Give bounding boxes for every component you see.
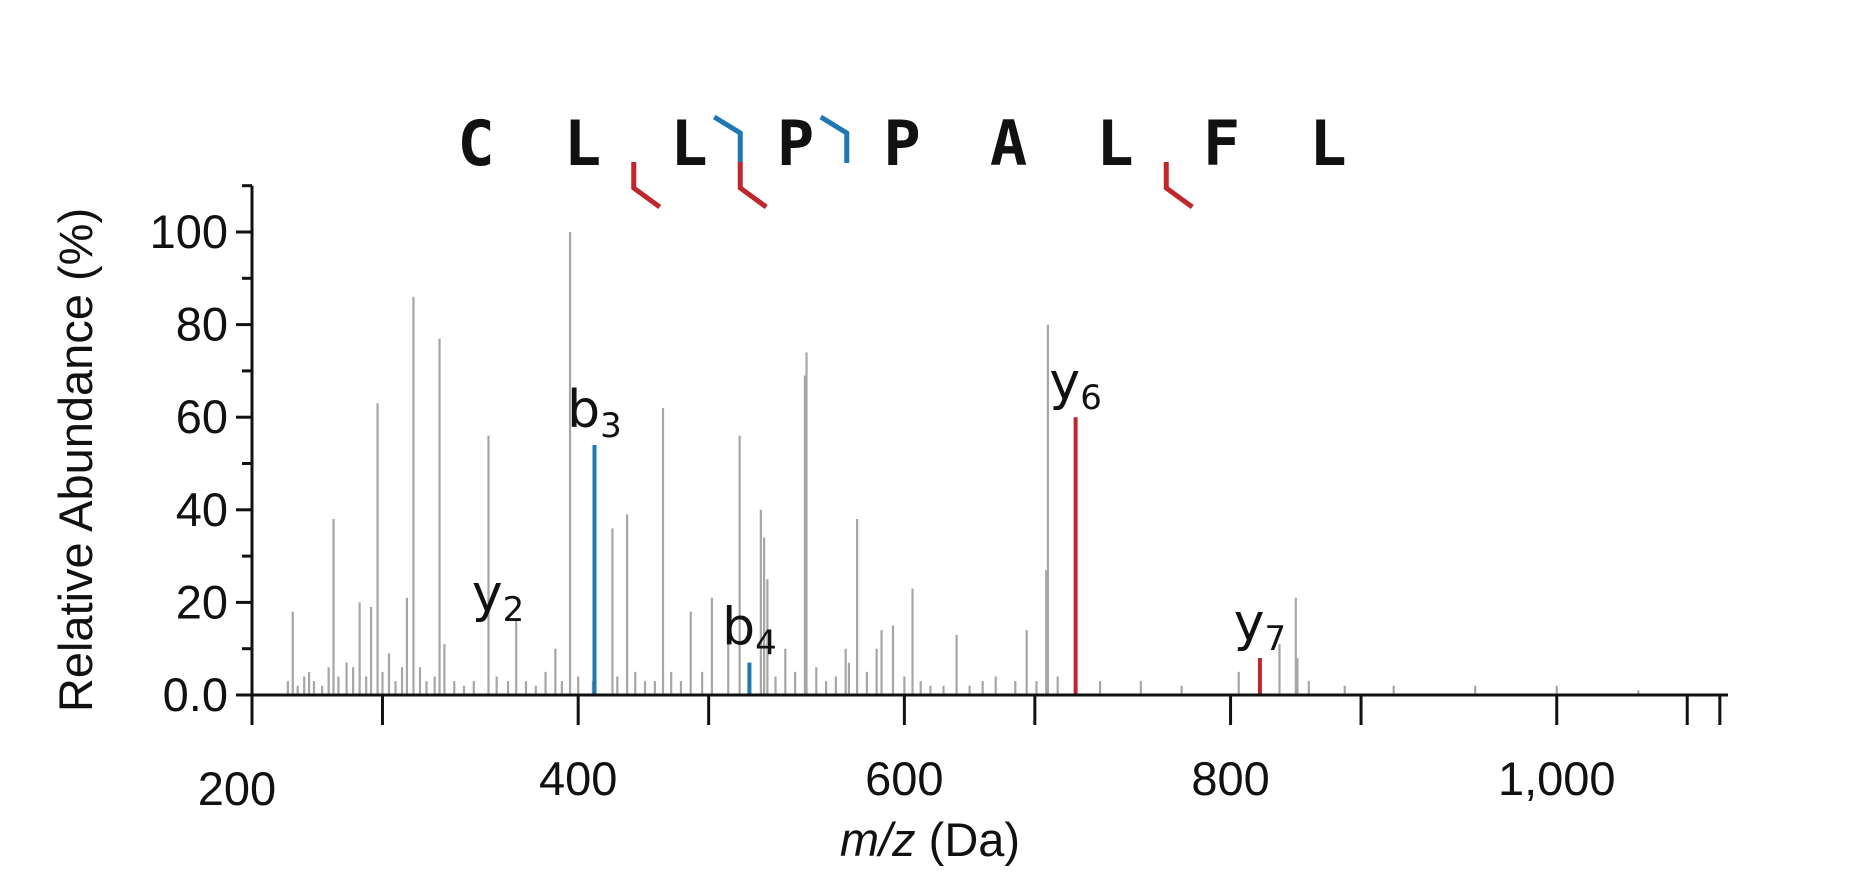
ion-label: y2 <box>472 564 524 630</box>
ion-label: y7 <box>1234 593 1286 659</box>
x-tick-label: 400 <box>539 752 617 805</box>
b-fragment-marker <box>712 114 743 163</box>
axes <box>250 185 1728 725</box>
sequence-residue: L <box>1309 107 1346 180</box>
x-axis-title: m/z (Da) <box>840 813 1020 866</box>
sequence-residue: F <box>1203 107 1240 180</box>
ion-labels: b3 b4 y6 y7 y2 <box>472 352 1286 663</box>
y-fragment-marker <box>631 162 662 210</box>
x-axis-title-italic: m/z <box>840 813 916 866</box>
x-tick-label: 600 <box>865 752 943 805</box>
y-tick-label: 100 <box>150 205 228 258</box>
y-tick-label: 40 <box>176 483 228 536</box>
ion-label: b4 <box>722 598 777 664</box>
sequence-residue: P <box>883 107 920 180</box>
ticks: 0.0 20 40 60 80 100 200 400 600 800 1,000 <box>150 184 1722 815</box>
peaks <box>286 232 1640 695</box>
x-axis-title-unit: (Da) <box>916 813 1020 866</box>
sequence-residue: P <box>777 107 814 180</box>
y-fragment-marker <box>1163 162 1194 210</box>
sequence-residue: L <box>670 107 707 180</box>
sequence-residue: L <box>1096 107 1133 180</box>
y-tick-label: 0.0 <box>163 668 228 721</box>
ion-label: y6 <box>1049 352 1101 418</box>
sequence-residue: C <box>457 107 494 180</box>
sequence-residue: L <box>564 107 601 180</box>
ion-label: b3 <box>567 380 622 446</box>
sequence-residue: A <box>990 107 1027 180</box>
x-tick-label: 200 <box>198 762 276 815</box>
y-fragment-marker <box>737 162 768 210</box>
y-tick-label: 60 <box>176 390 228 443</box>
x-tick-label: 800 <box>1191 752 1269 805</box>
fragment-markers <box>631 114 1194 210</box>
y-tick-label: 80 <box>176 298 228 351</box>
b-fragment-marker <box>819 114 850 163</box>
y-axis-title: Relative Abundance (%) <box>49 208 102 712</box>
x-tick-label: 1,000 <box>1498 752 1616 805</box>
y-tick-label: 20 <box>176 575 228 628</box>
